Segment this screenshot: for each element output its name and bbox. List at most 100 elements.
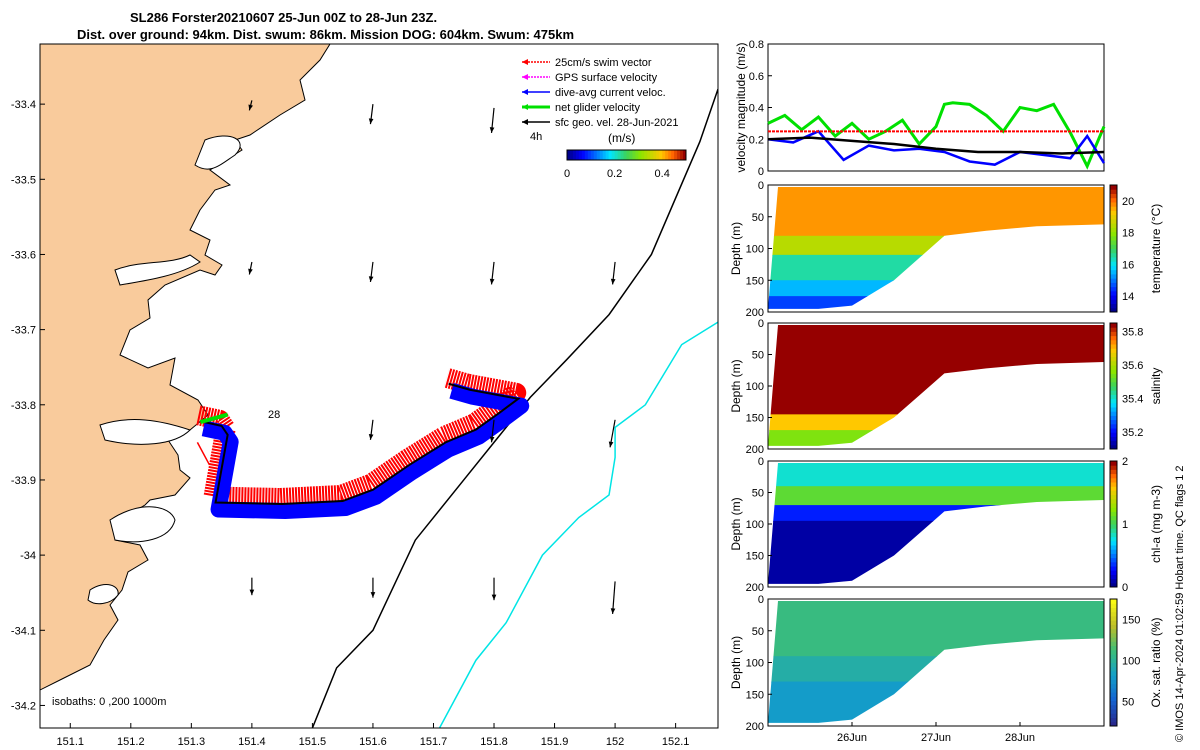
colorbar-segment — [602, 150, 607, 160]
y-tick-label: -34.2 — [11, 700, 36, 712]
colorbar-frame — [1109, 598, 1118, 727]
colorbar-segment — [1110, 666, 1117, 672]
velocity-y-tick-label: 0.8 — [749, 39, 764, 51]
velocity-panel — [767, 43, 1106, 172]
colorbar-segment — [1110, 494, 1117, 500]
colorbar-segment — [1110, 536, 1117, 542]
colorbar-segment — [1110, 428, 1117, 433]
depth-tick-label: 0 — [758, 456, 764, 468]
colorbar-segment — [1110, 482, 1117, 487]
depth-axis-label: Depth (m) — [729, 636, 743, 689]
colorbar-segment — [1110, 469, 1117, 475]
colorbar-segment — [1110, 386, 1117, 391]
colorbar-tick-label: 50 — [1122, 696, 1134, 708]
colorbar-segment — [1110, 323, 1117, 328]
colorbar-segment — [1110, 261, 1117, 266]
colorbar-segment — [1110, 632, 1117, 638]
colorbar-tick-label: 35.6 — [1122, 360, 1143, 372]
net-velocity-arrow — [199, 412, 229, 425]
colorbar-tick-label: 16 — [1122, 259, 1134, 271]
colorbar-segment — [1110, 339, 1117, 345]
colorbar-segment — [572, 150, 577, 160]
legend-arrowhead — [522, 59, 528, 65]
colorbar-segment — [1110, 193, 1117, 199]
legend-arrowhead — [522, 119, 528, 125]
colorbar-segment — [1110, 235, 1117, 241]
y-tick-label: -34 — [20, 550, 36, 562]
colorbar-segment — [668, 150, 672, 160]
colorbar-segment — [1110, 649, 1117, 655]
colorbar-segment — [1110, 348, 1117, 353]
day-annotation: 28 — [268, 409, 280, 421]
colorbar-segment — [611, 150, 616, 160]
estuary-inlet — [194, 135, 241, 170]
colorbar-segment — [1110, 540, 1117, 546]
colorbar-segment — [1110, 721, 1117, 727]
estuary-inlet — [87, 584, 119, 605]
colorbar-segment — [1110, 214, 1117, 220]
legend-label: dive-avg current veloc. — [555, 87, 666, 99]
date-tick-label: 27Jun — [921, 732, 951, 744]
colorbar-segment — [1110, 327, 1117, 332]
velocity-y-tick-label: 0 — [758, 166, 764, 178]
colorbar-segment — [569, 150, 574, 160]
geo-velocity-arrowhead — [368, 434, 374, 440]
colorbar-segment — [1110, 303, 1117, 309]
profile-panel-temperature — [767, 184, 1118, 313]
depth-tick-label: 200 — [746, 307, 764, 319]
colorbar-tick-label: 2 — [1122, 456, 1128, 468]
colorbar-segment — [1110, 570, 1117, 575]
geo-velocity-arrowhead — [249, 589, 255, 596]
colorbar-tick-label: 35.8 — [1122, 326, 1143, 338]
colorbar-segment — [1110, 574, 1117, 580]
estuary-inlet — [109, 506, 176, 543]
colorbar-segment — [1110, 717, 1117, 723]
legend-arrowhead — [522, 89, 528, 95]
colorbar-segment — [593, 150, 598, 160]
colorbar-segment — [1110, 645, 1117, 651]
colorbar-segment — [1110, 503, 1117, 508]
colorbar-frame — [1109, 460, 1118, 588]
colorbar-segment — [1110, 507, 1117, 512]
map-panel — [39, 43, 719, 729]
depth-tick-label: 50 — [752, 488, 764, 500]
colorbar-segment — [1110, 185, 1117, 190]
colorbar-segment — [1110, 223, 1117, 228]
colorbar-segment — [608, 150, 613, 160]
colorbar-segment — [1110, 704, 1117, 710]
colorbar-segment — [1110, 709, 1117, 714]
colorbar-segment — [567, 150, 571, 160]
colorbar-segment — [1110, 240, 1117, 245]
colorbar-tick-label: 100 — [1122, 655, 1140, 667]
colorbar-segment — [1110, 486, 1117, 491]
depth-axis-label: Depth (m) — [729, 359, 743, 412]
colorbar-segment — [605, 150, 610, 160]
depth-tick-label: 100 — [746, 658, 764, 670]
duration-annotation: 4h — [530, 131, 542, 143]
depth-tick-label: 200 — [746, 721, 764, 733]
colorbar-segment — [1110, 615, 1117, 621]
colorbar-frame — [1109, 322, 1118, 450]
colorbar-segment — [1110, 265, 1117, 271]
legend-label: sfc geo. vel. 28-Jun-2021 — [555, 117, 679, 129]
colorbar-segment — [1110, 282, 1117, 288]
colorbar-segment — [1110, 549, 1117, 554]
colorbar-segment — [1110, 252, 1117, 258]
velocity-y-tick-label: 0.4 — [749, 103, 764, 115]
colorbar-segment — [647, 150, 651, 160]
colorbar-segment — [623, 150, 627, 160]
colorbar-segment — [644, 150, 648, 160]
colorbar-segment — [1110, 490, 1117, 496]
geo-velocity-arrowhead — [248, 104, 253, 111]
colorbar-segment — [1110, 511, 1117, 517]
colorbar-segment — [575, 150, 580, 160]
colorbar-segment — [1110, 197, 1117, 203]
colorbar-segment — [1110, 273, 1117, 279]
colorbar-segment — [614, 150, 619, 160]
colorbar-segment — [653, 150, 657, 160]
velocity-series-line — [767, 129, 1106, 166]
map-plot-area — [40, 44, 718, 728]
colorbar-axis-label: salinity — [1149, 368, 1163, 405]
y-tick-label: -33.6 — [11, 249, 36, 261]
colorbar-segment — [632, 150, 636, 160]
